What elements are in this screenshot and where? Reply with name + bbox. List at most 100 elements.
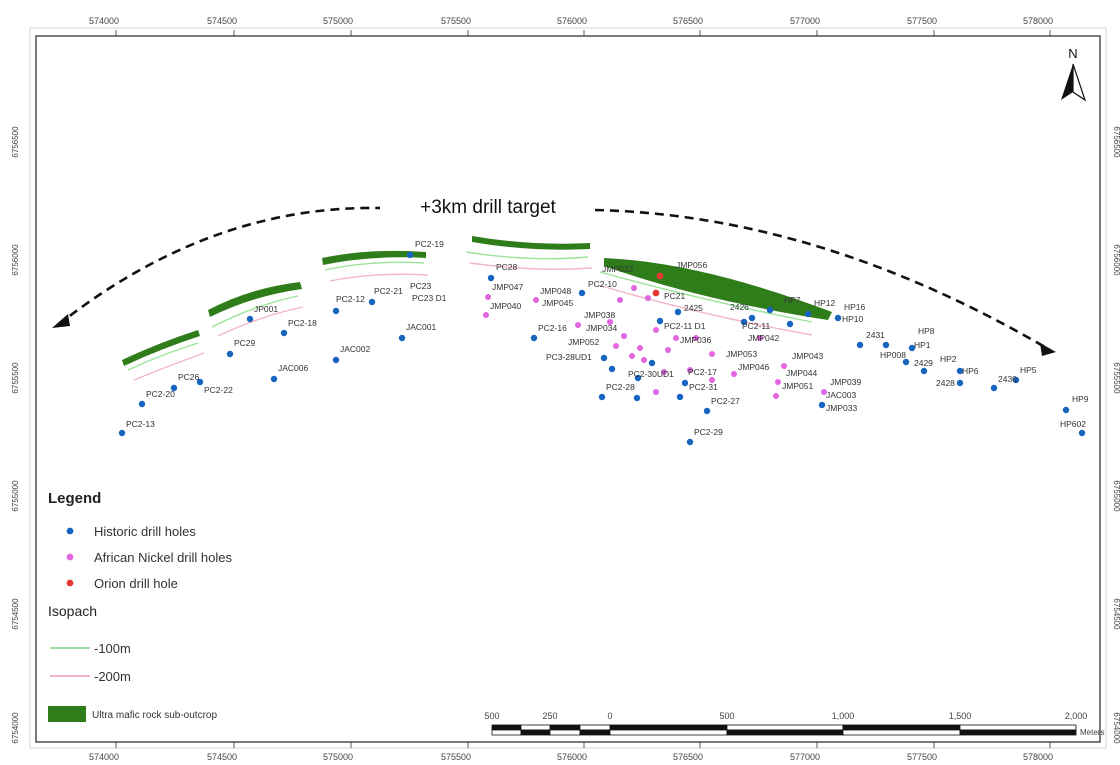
legend-african-nickel-label: African Nickel drill holes (94, 550, 232, 565)
drill-hole-marker (656, 272, 664, 280)
drill-hole-marker (621, 333, 627, 339)
legend-isopach-100-label: -100m (94, 641, 131, 656)
hole-label: PC2-16 (538, 323, 567, 333)
drill-hole-marker (804, 310, 812, 318)
hole-label: PC2-11 D1 (664, 321, 706, 331)
hole-label: PC2-10 (588, 279, 617, 289)
drill-hole-marker (902, 358, 910, 366)
y-tick-label-left: 6756000 (11, 244, 20, 276)
drill-hole-marker (631, 285, 637, 291)
drill-hole-marker (530, 334, 538, 342)
hole-label: JMP038 (584, 310, 615, 320)
drill-hole-marker (693, 335, 699, 341)
scale-label: 500 (484, 711, 499, 721)
scale-label: 1,500 (949, 711, 972, 721)
scale-label: 1,000 (832, 711, 855, 721)
drill-hole-marker (1078, 429, 1086, 437)
hole-label: PC2-29 (694, 427, 723, 437)
drill-hole-marker (483, 312, 489, 318)
hole-label: JP001 (254, 304, 278, 314)
scale-bar: 500 250 0 500 1,000 1,500 2,000 M (484, 711, 1104, 737)
x-tick-label-bottom: 578000 (1023, 752, 1053, 762)
hole-label: JMP047 (492, 282, 523, 292)
hole-label: PC2-28 (606, 382, 635, 392)
north-arrow-icon: N (1061, 46, 1087, 102)
drill-hole-marker (118, 429, 126, 437)
hole-label: JMP043 (792, 351, 823, 361)
legend-orion-label: Orion drill hole (94, 576, 178, 591)
drill-hole-marker (629, 353, 635, 359)
hole-label: HP16 (844, 302, 866, 312)
drill-hole-marker (332, 307, 340, 315)
y-tick-label-right: 6756500 (1112, 126, 1120, 158)
hole-label: PC2-22 (204, 385, 233, 395)
hole-label: HP8 (918, 326, 935, 336)
drill-hole-marker (773, 393, 779, 399)
hole-label: PC23 (410, 281, 432, 291)
legend: Legend Historic drill holes African Nick… (48, 490, 232, 722)
hole-label: JAC003 (826, 390, 857, 400)
drill-hole-marker (608, 365, 616, 373)
drill-hole-marker (648, 359, 656, 367)
arrowhead-right-icon (1040, 343, 1056, 356)
x-tick-label-top: 575000 (323, 16, 353, 26)
drill-hole-marker (990, 384, 998, 392)
drill-target-label: +3km drill target (420, 197, 556, 218)
drill-hole-marker (673, 335, 679, 341)
drill-hole-marker (908, 344, 916, 352)
drill-hole-marker (856, 341, 864, 349)
hole-label: PC2-18 (288, 318, 317, 328)
historic-drill-holes (118, 251, 1086, 446)
drill-hole-marker (731, 371, 737, 377)
hole-label: PC2-30UD1 (628, 369, 674, 379)
hole-label: JMP046 (738, 362, 769, 372)
hole-label: HP1 (914, 340, 931, 350)
isopach-contours (127, 251, 813, 381)
drill-hole-marker (578, 289, 586, 297)
y-tick-label-right: 6755500 (1112, 362, 1120, 394)
hole-label: PC2-31 (689, 382, 718, 392)
drill-target-arrow (57, 206, 1051, 352)
y-tick-label-right: 6755000 (1112, 480, 1120, 512)
y-tick-label-left: 6755000 (11, 480, 20, 512)
x-tick-label-bottom: 576000 (557, 752, 587, 762)
y-tick-label-right: 6756000 (1112, 244, 1120, 276)
hole-label: JMP036 (680, 335, 711, 345)
drill-hole-marker (633, 394, 641, 402)
drill-hole-marker (766, 306, 774, 314)
north-label: N (1068, 46, 1077, 61)
drill-hole-marker (781, 363, 787, 369)
x-tick-label-top: 577000 (790, 16, 820, 26)
scale-unit: Meters (1080, 728, 1104, 737)
hole-label: PC2-11 (742, 321, 770, 331)
drill-hole-marker (709, 351, 715, 357)
hole-label: HP9 (1072, 394, 1089, 404)
x-tick-label-top: 574000 (89, 16, 119, 26)
drill-hole-marker (607, 319, 613, 325)
legend-isopach-title: Isopach (48, 603, 97, 619)
drill-hole-marker (170, 384, 178, 392)
x-tick-label-bottom: 575500 (441, 752, 471, 762)
drill-hole-marker (748, 314, 756, 322)
x-ticks-top (115, 30, 1051, 36)
hole-label: PC23 D1 (412, 293, 447, 303)
drill-hole-marker (637, 345, 643, 351)
drill-hole-marker (686, 438, 694, 446)
hole-label: 2431 (866, 330, 885, 340)
hole-label: JAC001 (406, 322, 437, 332)
y-tick-label-left: 6754000 (11, 712, 20, 744)
drill-hole-marker (834, 314, 842, 322)
drill-hole-marker (1012, 376, 1020, 384)
drill-hole-marker (485, 294, 491, 300)
drill-hole-marker (533, 297, 539, 303)
orion-drill-holes (652, 272, 664, 297)
legend-outcrop-label: Ultra mafic rock sub-outcrop (92, 710, 217, 721)
drill-hole-marker (709, 377, 715, 383)
drill-hole-marker (280, 329, 288, 337)
legend-historic-marker (66, 527, 74, 535)
legend-outcrop-swatch (48, 706, 86, 722)
drill-hole-marker (656, 317, 664, 325)
hole-label: PC3-28UD1 (546, 352, 592, 362)
hole-label: PC2-13 (126, 419, 155, 429)
